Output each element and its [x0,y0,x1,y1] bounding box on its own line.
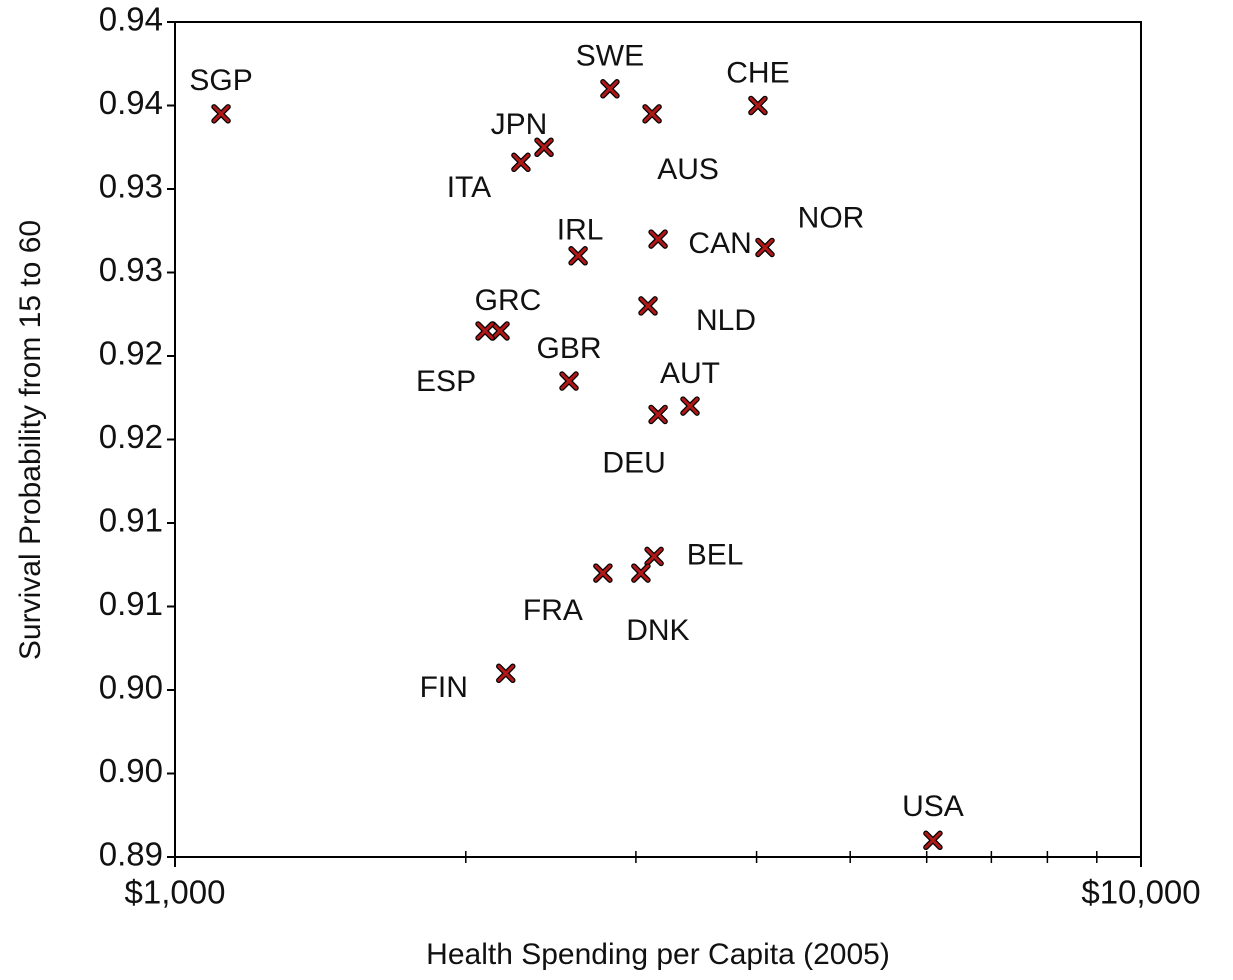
y-tick-label: 0.90 [99,669,163,706]
point-label: JPN [491,108,548,141]
marker-stroke [632,564,650,582]
point-label: BEL [687,538,744,571]
point-label: IRL [557,214,604,247]
point-label: GRC [475,284,542,317]
point-label: NLD [696,304,756,337]
point-label: AUS [657,153,719,186]
marker-stroke [476,322,494,340]
marker-stroke [645,547,663,565]
marker [475,321,495,341]
marker [680,396,700,416]
x-axis-label: Health Spending per Capita (2005) [426,938,890,971]
y-tick-label: 0.92 [99,418,163,455]
marker-stroke [681,397,699,415]
marker [511,152,531,173]
y-tick-label: 0.89 [99,836,163,873]
marker-stroke [560,372,578,390]
marker [648,404,668,425]
point-label: GBR [537,332,602,365]
y-tick-label: 0.91 [99,585,163,622]
marker [568,246,588,266]
point-label: NOR [798,201,865,234]
marker [923,830,943,851]
point-label: FIN [420,671,468,704]
y-tick-label: 0.93 [99,168,163,205]
marker-stroke [649,405,667,423]
marker [496,663,516,684]
marker-stroke [643,105,661,123]
marker-stroke [601,80,619,98]
x-tick-label: $10,000 [1081,874,1200,911]
marker [644,546,664,567]
marker-stroke [512,153,530,171]
marker-stroke [212,105,230,123]
marker-stroke [749,97,767,114]
x-tick-label: $1,000 [125,874,226,911]
marker [211,104,231,124]
point-label: SGP [189,64,252,97]
marker-stroke [497,664,515,682]
marker [600,79,620,99]
marker [593,563,613,583]
marker-stroke [535,138,553,156]
y-axis-label: Survival Probability from 15 to 60 [14,220,47,660]
marker-stroke [649,230,667,248]
point-label: CHE [726,56,789,89]
point-label: USA [902,790,964,823]
marker-stroke [569,247,587,265]
marker [631,563,651,583]
marker [755,237,775,258]
point-label: SWE [576,40,644,73]
y-tick-label: 0.93 [99,251,163,288]
marker [638,296,658,316]
y-tick-label: 0.91 [99,502,163,539]
marker-stroke [639,297,657,315]
point-label: DEU [602,446,665,479]
marker-stroke [491,322,509,340]
y-tick-label: 0.94 [99,84,163,121]
point-label: AUT [660,357,720,390]
marker [490,321,510,341]
point-label: ESP [416,365,476,398]
point-label: CAN [688,227,751,260]
marker [534,137,554,157]
marker [559,371,579,391]
point-label: DNK [626,614,689,647]
point-label: FRA [523,594,583,627]
y-tick-label: 0.94 [99,1,163,38]
point-label: ITA [447,171,491,204]
marker [642,104,662,124]
marker [648,229,668,249]
marker-stroke [594,564,612,582]
marker-stroke [756,238,774,256]
marker-stroke [924,831,942,849]
y-tick-label: 0.92 [99,335,163,372]
plot-frame [174,21,1142,858]
y-tick-label: 0.90 [99,752,163,789]
marker [748,95,768,116]
